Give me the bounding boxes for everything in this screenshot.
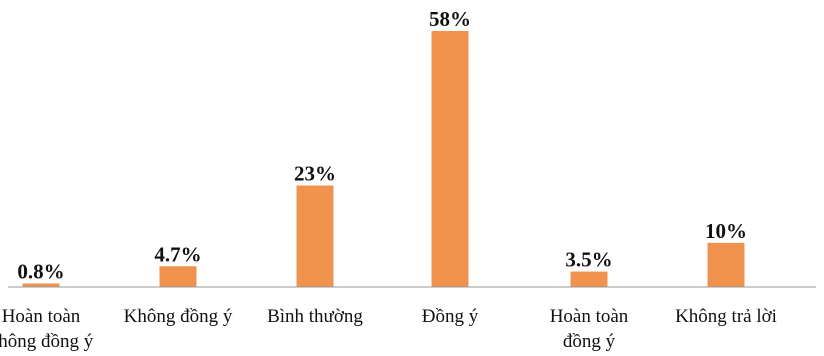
x-tick-label-3: Đồng ý <box>422 306 479 327</box>
x-tick-label-5: Không trả lời <box>675 306 777 327</box>
x-tick-label-line: Đồng ý <box>422 306 479 327</box>
data-label-2: 23% <box>294 161 336 185</box>
x-tick-label-line: Bình thường <box>267 306 363 327</box>
x-tick-label-1: Không đồng ý <box>124 306 233 327</box>
x-tick-labels-group: Hoàn toàn không đồng ý Không đồng ý Bình th… <box>0 306 777 352</box>
data-label-5: 10% <box>705 219 747 243</box>
data-label-1: 4.7% <box>154 242 201 266</box>
data-label-0: 0.8% <box>17 259 64 283</box>
x-tick-label-2: Bình thường <box>267 306 363 327</box>
x-tick-label-line: đồng ý <box>563 331 616 352</box>
bar-4 <box>570 271 608 287</box>
data-labels-group: 0.8% 4.7% 23% 58% 3.5% 10% <box>17 7 747 283</box>
x-tick-label-line: Không trả lời <box>675 306 777 327</box>
x-tick-label-line: không đồng ý <box>0 331 94 352</box>
data-label-4: 3.5% <box>565 248 612 272</box>
bar-0 <box>22 283 60 287</box>
x-tick-label-line: Không đồng ý <box>124 306 233 327</box>
data-label-3: 58% <box>429 7 471 31</box>
bar-5 <box>707 242 745 287</box>
bar-3 <box>431 31 469 287</box>
x-tick-label-4: Hoàn toàn đồng ý <box>550 306 629 352</box>
bar-1 <box>159 266 197 287</box>
bars-group <box>22 31 745 287</box>
x-tick-label-line: Hoàn toàn <box>2 306 81 327</box>
x-tick-label-0: Hoàn toàn không đồng ý <box>0 306 94 352</box>
bar-2 <box>296 185 334 287</box>
x-tick-label-line: Hoàn toàn <box>550 306 629 327</box>
